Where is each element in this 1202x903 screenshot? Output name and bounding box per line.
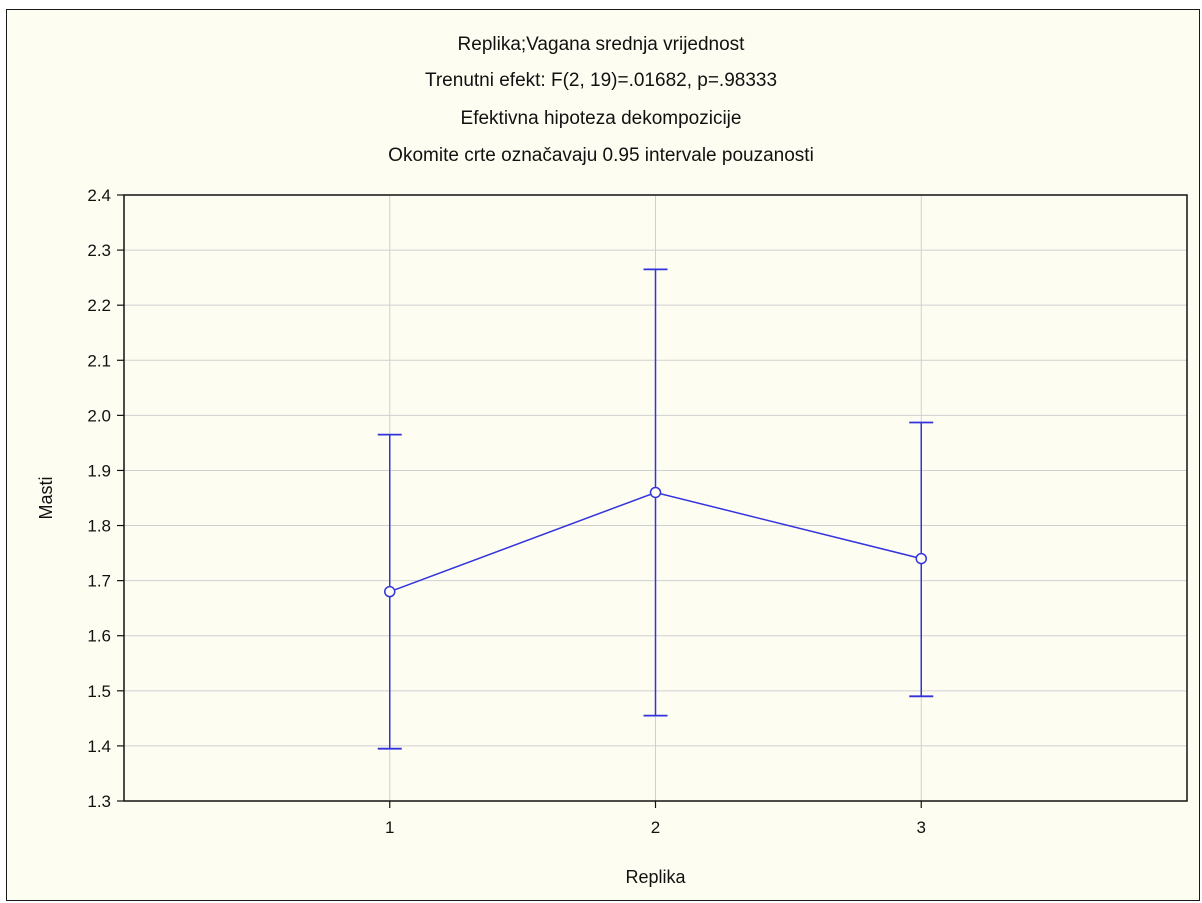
y-tick-label: 1.7: [87, 572, 111, 591]
plot-area-border: [123, 194, 1188, 802]
x-axis-label: Replika: [625, 867, 686, 887]
data-point: [649, 486, 662, 499]
x-tick-label: 1: [385, 818, 394, 837]
x-tick-label: 3: [917, 818, 926, 837]
y-tick-label: 2.4: [87, 186, 111, 205]
y-tick-label: 2.2: [87, 296, 111, 315]
y-axis-label: Masti: [36, 476, 56, 519]
chart-title-line-4: Okomite crte označavaju 0.95 intervale p…: [388, 145, 814, 166]
y-tick-label: 2.3: [87, 241, 111, 260]
y-tick-label: 1.5: [87, 682, 111, 701]
chart-title-line-1: Replika;Vagana srednja vrijednost: [457, 34, 745, 55]
chart-frame: [6, 9, 1200, 901]
y-tick-label: 1.9: [87, 461, 111, 480]
y-tick-label: 2.0: [87, 406, 111, 425]
chart-title-line-3: Efektivna hipoteza dekompozicije: [460, 108, 742, 129]
y-tick-label: 1.8: [87, 517, 111, 536]
data-point: [384, 585, 396, 598]
chart-title-line-2: Trenutni efekt: F(2, 19)=.01682, p=.9833…: [424, 70, 778, 91]
x-tick-label: 2: [651, 818, 660, 837]
data-point: [915, 552, 927, 565]
y-tick-label: 1.6: [87, 627, 111, 646]
y-tick-label: 1.4: [87, 737, 111, 756]
y-tick-label: 1.3: [87, 792, 111, 811]
y-tick-label: 2.1: [87, 351, 111, 370]
